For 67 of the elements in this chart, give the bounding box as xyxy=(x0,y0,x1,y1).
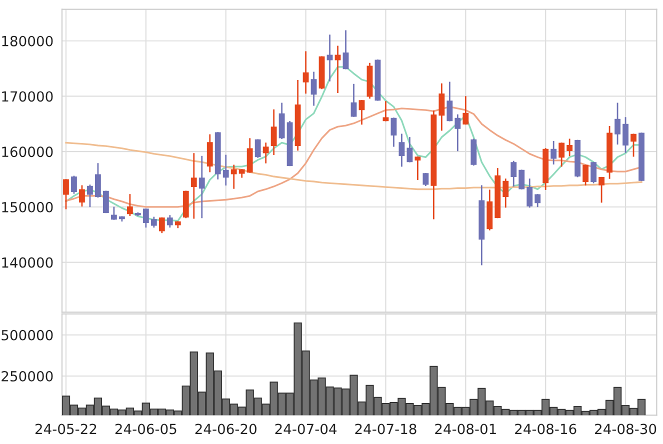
candlestick xyxy=(206,134,213,172)
candlestick xyxy=(518,170,525,190)
candlestick xyxy=(87,184,93,208)
candlestick xyxy=(270,109,277,156)
candlestick xyxy=(334,46,341,94)
candlestick xyxy=(262,142,269,164)
candlestick xyxy=(614,102,620,145)
y-tick-label: 150000 xyxy=(2,202,53,212)
candlestick xyxy=(278,102,285,140)
candlestick xyxy=(414,156,421,180)
candlestick xyxy=(358,100,365,125)
candlestick xyxy=(126,194,133,216)
x-tick-label: 24-08-01 xyxy=(435,424,496,434)
candlestick xyxy=(598,176,604,203)
candlestick xyxy=(446,82,453,122)
y-tick-label: 500000 xyxy=(2,330,53,340)
candlestick xyxy=(63,179,69,210)
candlestick xyxy=(142,208,149,228)
candlestick xyxy=(582,164,589,186)
candlestick xyxy=(158,217,165,234)
candlestick xyxy=(622,117,628,153)
candlestick xyxy=(230,164,237,189)
candlestick xyxy=(79,185,85,207)
x-tick-label: 24-07-18 xyxy=(355,424,416,434)
candlestick xyxy=(350,84,357,117)
x-tick-label: 24-07-04 xyxy=(275,424,337,434)
candlestick xyxy=(254,139,261,158)
x-tick-label: 24-05-22 xyxy=(35,424,96,434)
candlestick xyxy=(502,178,509,208)
candlestick xyxy=(71,176,77,194)
candlestick xyxy=(422,173,429,186)
x-tick-label: 24-06-05 xyxy=(115,424,176,434)
candlestick xyxy=(510,160,517,187)
candlestick xyxy=(198,156,205,218)
y-tick-label: 140000 xyxy=(2,257,53,268)
candlestick xyxy=(454,114,461,152)
candlestick xyxy=(95,163,101,198)
y-tick-label: 160000 xyxy=(2,146,53,158)
candlestick xyxy=(566,138,573,156)
candlestick xyxy=(103,190,109,214)
candlestick xyxy=(222,154,229,186)
candlestick xyxy=(150,216,157,228)
x-tick-label: 24-06-20 xyxy=(195,424,256,434)
candlestick xyxy=(110,206,117,220)
candlestick xyxy=(166,215,173,228)
candlestick xyxy=(302,51,309,94)
y-tick-label: 180000 xyxy=(2,36,53,46)
x-tick-label: 24-08-30 xyxy=(595,424,656,434)
candlestick xyxy=(406,137,413,162)
candlestick xyxy=(462,96,469,125)
y-tick-label: 250000 xyxy=(2,370,53,382)
candlestick xyxy=(190,153,197,219)
y-tick-label: 170000 xyxy=(2,91,53,102)
candlestick xyxy=(630,134,636,157)
candlestick xyxy=(310,72,317,106)
candlestick xyxy=(534,194,541,208)
candlestick xyxy=(390,118,397,147)
candlestick xyxy=(526,178,533,208)
candlestick xyxy=(398,134,405,167)
candlestick xyxy=(342,30,349,70)
x-tick-label: 24-08-16 xyxy=(515,424,576,434)
candlestick xyxy=(558,142,565,167)
candlestick xyxy=(438,83,445,131)
candlestick xyxy=(550,140,557,164)
candlestick xyxy=(590,162,597,184)
candlestick xyxy=(246,138,253,173)
candlestick xyxy=(326,34,333,82)
